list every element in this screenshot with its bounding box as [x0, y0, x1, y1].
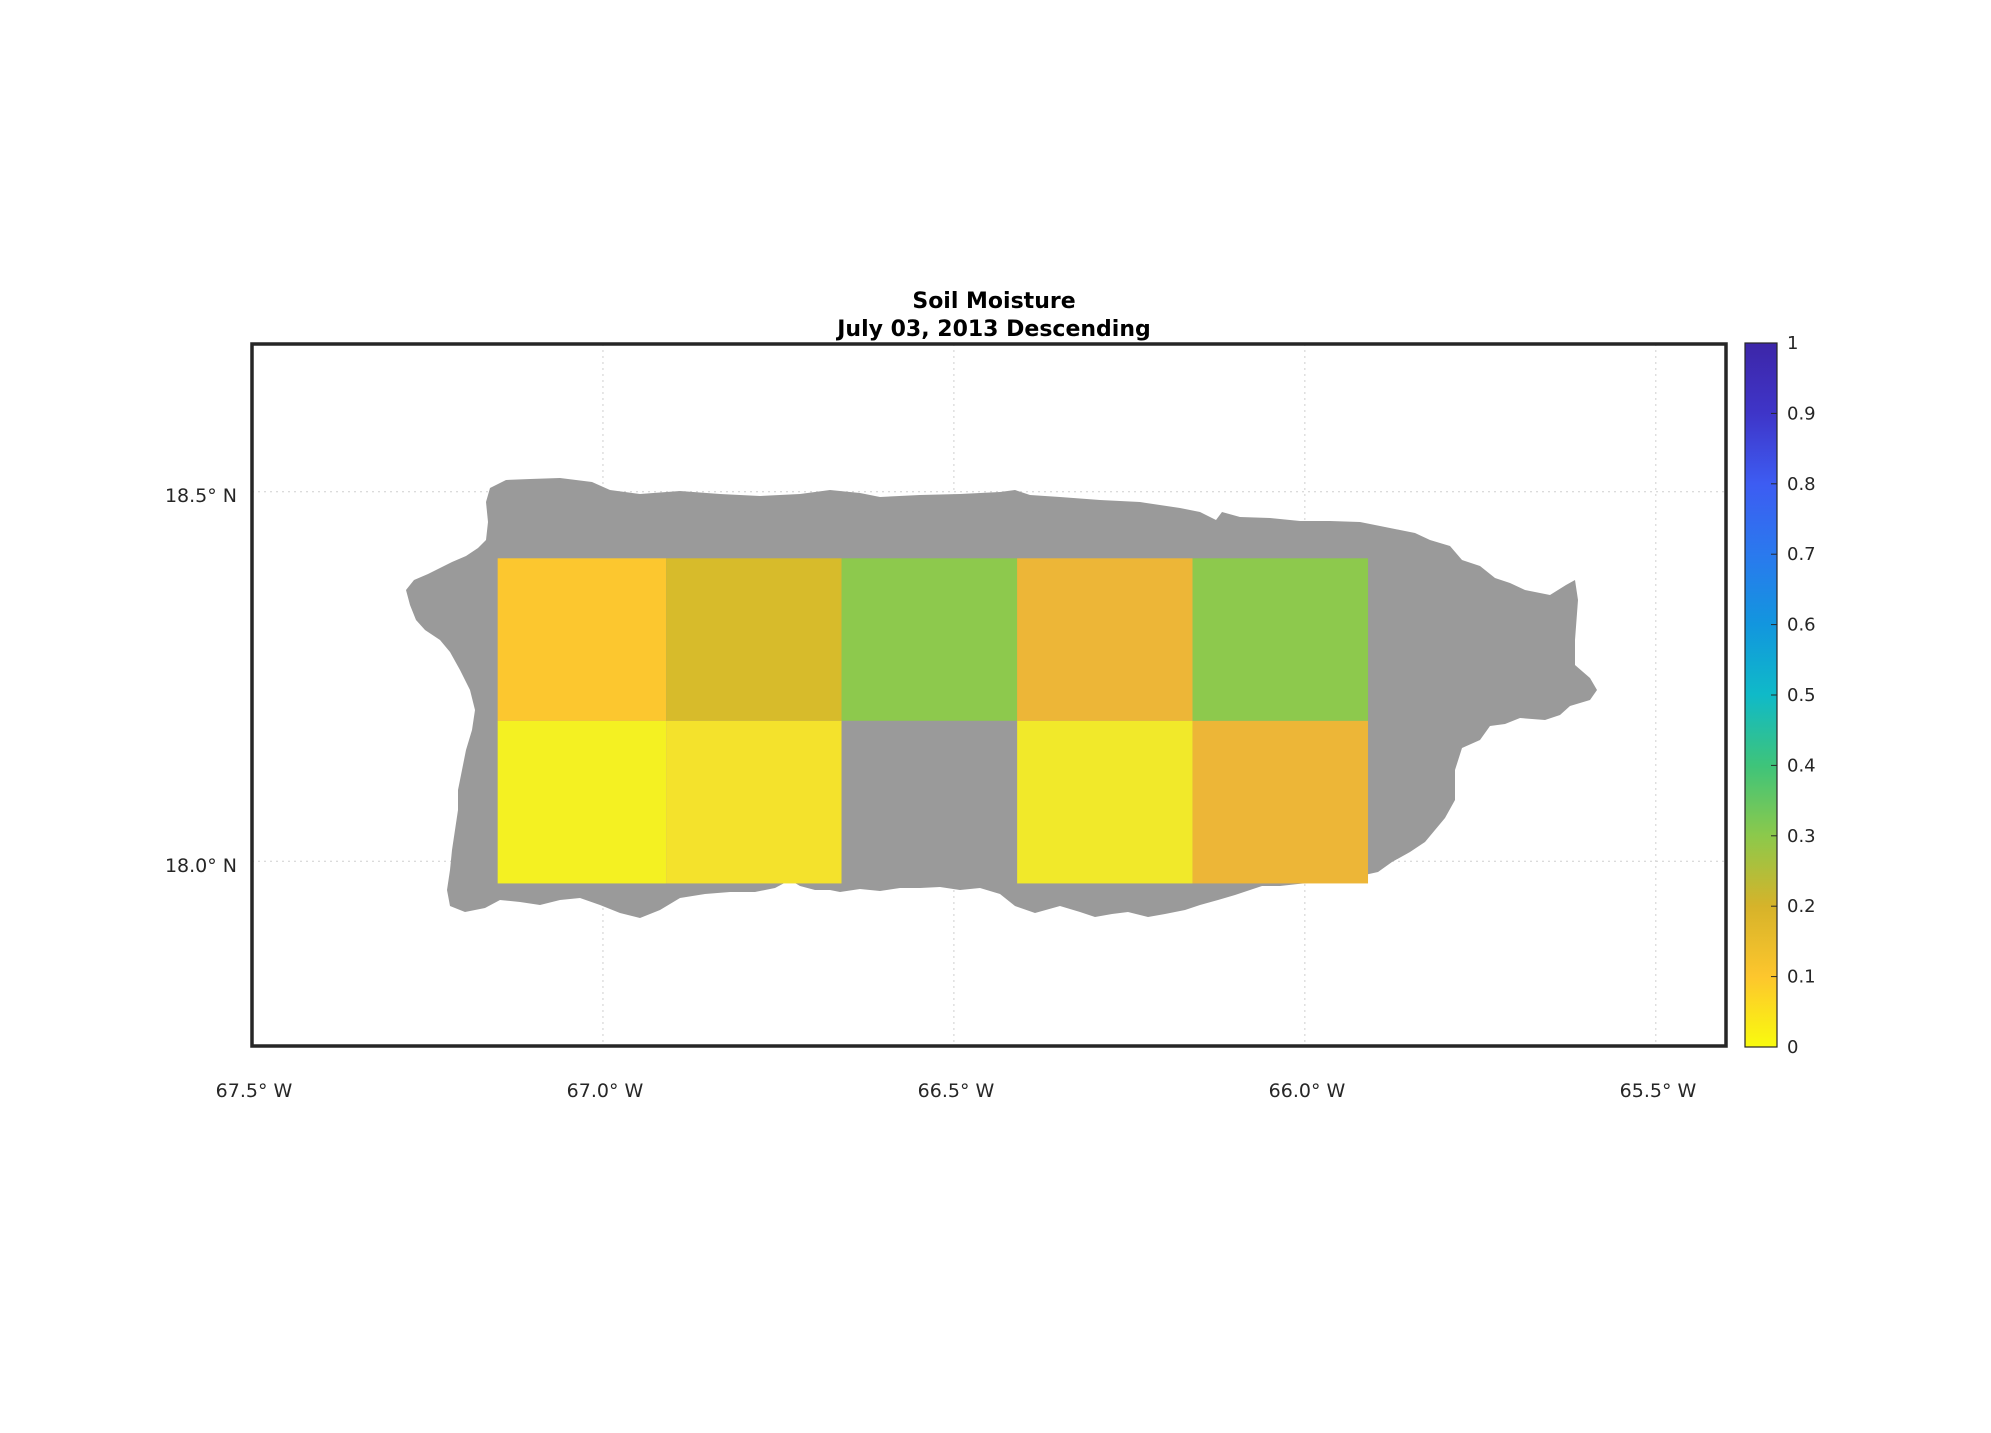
colorbar-tick-label: 0.1: [1787, 967, 1816, 988]
no-data-cell: [841, 720, 1018, 884]
soil-moisture-cell: [666, 720, 842, 884]
colorbar-tick-label: 0.8: [1787, 474, 1816, 495]
y-axis-ticks: 18.5° N 18.0° N: [165, 485, 237, 877]
colorbar-tick-label: 1: [1787, 333, 1798, 354]
colorbar-tick-label: 0.5: [1787, 685, 1816, 706]
title-line-2: July 03, 2013 Descending: [835, 317, 1151, 342]
x-axis-ticks: 67.5° W 67.0° W 66.5° W 66.0° W 65.5° W: [216, 1080, 1697, 1102]
y-tick-label: 18.5° N: [165, 485, 237, 507]
colorbar-tick-label: 0.9: [1787, 403, 1816, 424]
colorbar-tick-label: 0.7: [1787, 544, 1816, 565]
soil-moisture-cell: [1017, 558, 1193, 721]
colorbar: 0 0.1 0.2 0.3 0.4 0.5 0.6 0.7 0.8 0.9 1: [1744, 333, 1816, 1058]
colorbar-tick-label: 0.2: [1787, 896, 1816, 917]
x-tick-label: 65.5° W: [1620, 1080, 1697, 1102]
soil-moisture-cell: [1192, 720, 1369, 884]
soil-moisture-cell: [497, 558, 667, 721]
soil-moisture-cell: [1192, 558, 1369, 721]
map-area: [250, 342, 1728, 1048]
soil-moisture-cell: [1017, 720, 1193, 884]
soil-moisture-cells: [497, 558, 1369, 884]
map-frame: [250, 342, 1728, 1048]
y-tick-label: 18.0° N: [165, 855, 237, 877]
soil-moisture-cell: [841, 558, 1018, 721]
x-tick-label: 67.0° W: [567, 1080, 644, 1102]
x-tick-label: 67.5° W: [216, 1080, 293, 1102]
x-tick-label: 66.5° W: [918, 1080, 995, 1102]
soil-moisture-cell: [666, 558, 842, 721]
colorbar-tick-label: 0.6: [1787, 615, 1816, 636]
colorbar-tick-label: 0.3: [1787, 826, 1816, 847]
title-line-1: Soil Moisture: [912, 289, 1075, 314]
colorbar-ticks: 0 0.1 0.2 0.3 0.4 0.5 0.6 0.7 0.8 0.9 1: [1771, 333, 1816, 1058]
colorbar-tick-label: 0: [1787, 1037, 1798, 1058]
x-tick-label: 66.0° W: [1269, 1080, 1346, 1102]
soil-moisture-cell: [497, 720, 667, 884]
colorbar-tick-label: 0.4: [1787, 755, 1816, 776]
